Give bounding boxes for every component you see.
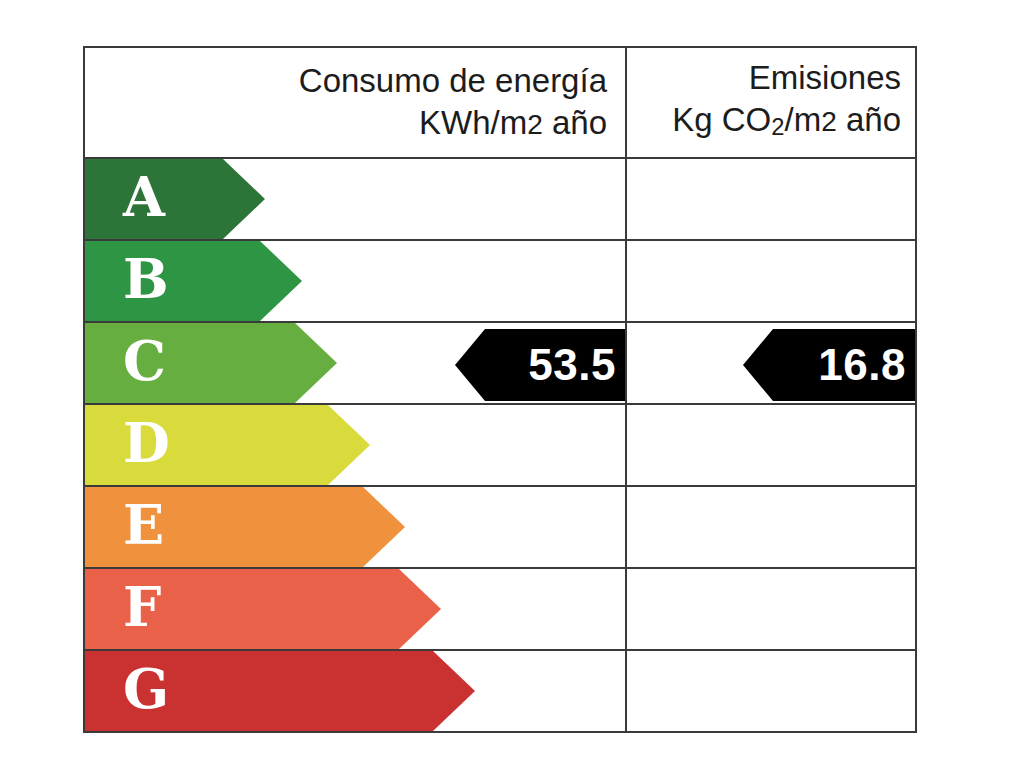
consumption-value-arrow: 53.5 — [455, 329, 625, 401]
rating-row-g-emissions — [627, 649, 915, 731]
rating-letter-d: D — [123, 416, 170, 474]
rating-arrow-f: F — [85, 569, 441, 649]
emissions-value: 16.8 — [818, 340, 906, 390]
rating-row-b-emissions — [627, 239, 915, 321]
rating-letter-c: C — [123, 334, 166, 392]
rating-row-c-emissions: 16.8 — [627, 321, 915, 403]
rating-letter-g: G — [123, 662, 169, 720]
rating-letter-a: A — [123, 170, 165, 228]
rating-row-a-emissions — [627, 157, 915, 239]
rating-row-b-consumption: B — [85, 239, 627, 321]
rating-arrow-d: D — [85, 405, 370, 485]
rating-letter-f: F — [123, 580, 161, 638]
rating-row-e-consumption: E — [85, 485, 627, 567]
emissions-header-line1: Emisiones — [749, 57, 901, 99]
rating-arrow-a: A — [85, 159, 265, 239]
emissions-value-arrow: 16.8 — [743, 329, 915, 401]
consumption-column-header: Consumo de energíaKWh/m2 año — [85, 48, 627, 157]
rating-row-c-consumption: C 53.5 — [85, 321, 627, 403]
rating-arrow-c: C — [85, 323, 337, 403]
energy-efficiency-label: Consumo de energíaKWh/m2 año EmisionesKg… — [83, 46, 917, 733]
rating-row-g-consumption: G — [85, 649, 627, 731]
consumption-value: 53.5 — [528, 340, 616, 390]
rating-letter-b: B — [123, 252, 169, 310]
consumption-header-line2: KWh/m2 año — [419, 102, 607, 146]
rating-row-e-emissions — [627, 485, 915, 567]
emissions-header-line2: Kg CO2/m2 año — [672, 99, 901, 148]
rating-row-a-consumption: A — [85, 157, 627, 239]
rating-row-d-emissions — [627, 403, 915, 485]
emissions-column-header: EmisionesKg CO2/m2 año — [627, 48, 915, 157]
rating-row-f-consumption: F — [85, 567, 627, 649]
rating-row-f-emissions — [627, 567, 915, 649]
rating-arrow-e: E — [85, 487, 405, 567]
consumption-header-line1: Consumo de energía — [299, 60, 607, 102]
rating-arrow-g: G — [85, 651, 475, 731]
rating-row-d-consumption: D — [85, 403, 627, 485]
rating-letter-e: E — [123, 498, 164, 556]
rating-arrow-b: B — [85, 241, 302, 321]
